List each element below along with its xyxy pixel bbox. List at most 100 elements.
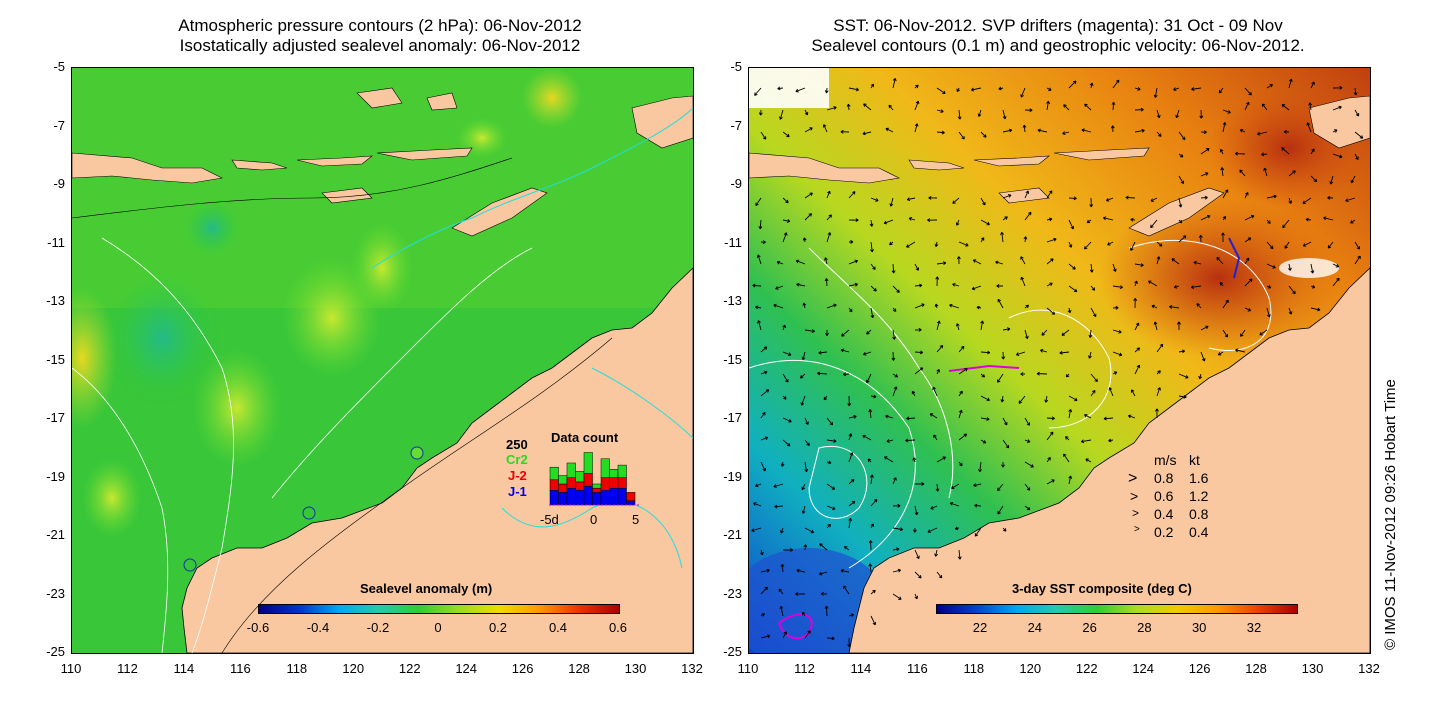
velocity-vector: [980, 439, 987, 444]
velocity-vector: [804, 417, 809, 425]
velocity-vector: [1244, 307, 1252, 312]
velocity-vector: [782, 631, 787, 639]
sumba-island: [321, 187, 373, 204]
velocity-vector: [1024, 461, 1034, 468]
data-count-bar-cr2: [592, 483, 602, 489]
velocity-arrow-icon: >: [1134, 524, 1140, 535]
left-map-title: Atmospheric pressure contours (2 hPa): 0…: [70, 16, 690, 56]
velocity-vector: [1130, 389, 1136, 397]
velocity-vector: [980, 373, 986, 378]
velocity-vector: [914, 593, 918, 600]
velocity-vector: [1134, 107, 1144, 112]
velocity-vector: [848, 414, 857, 419]
australia-landmass: [848, 267, 1370, 653]
legend-cr2: Cr2: [506, 452, 528, 467]
velocity-vector: [824, 278, 829, 287]
velocity-vector: [1219, 282, 1224, 287]
velocity-vector: [1178, 153, 1184, 158]
velocity-vector: [804, 213, 813, 221]
velocity-vector: [863, 103, 872, 111]
tide-gauge-marker[interactable]: [302, 506, 316, 520]
velocity-vector: [914, 482, 925, 486]
velocity-vector: [1084, 413, 1092, 419]
anomaly-low-patch: [182, 198, 242, 258]
tide-gauge-marker[interactable]: [183, 558, 197, 572]
velocity-vector: [1191, 87, 1202, 91]
velocity-vector: [782, 197, 789, 204]
velocity-vector: [1173, 87, 1180, 91]
velocity-vector: [936, 261, 947, 266]
velocity-vector: [1020, 276, 1026, 287]
sealevel-contour: [808, 446, 868, 519]
velocity-vector: [1134, 128, 1145, 133]
bathymetry-contour: [591, 367, 693, 439]
sealevel-colorbar: [258, 604, 620, 614]
velocity-vector: [1218, 87, 1224, 94]
velocity-vector: [843, 546, 850, 551]
velocity-vector: [1108, 438, 1114, 443]
velocity-vector: [754, 87, 762, 96]
data-count-bar-j2: [626, 492, 636, 502]
velocity-vector: [1345, 197, 1356, 203]
velocity-vector: [1200, 148, 1210, 155]
velocity-vector: [869, 219, 874, 227]
velocity-vector: [1112, 371, 1118, 375]
velocity-vector: [954, 526, 960, 531]
velocity-vector: [1178, 131, 1186, 141]
velocity-vector: [848, 259, 859, 265]
velocity-vector: [1046, 217, 1053, 222]
velocity-vector: [796, 568, 806, 573]
data-count-bar-cr2: [583, 452, 593, 474]
velocity-vector: [774, 504, 784, 509]
velocity-vector: [1288, 263, 1292, 271]
velocity-vector: [1310, 284, 1316, 289]
velocity-vector: [892, 547, 900, 552]
velocity-vector: [1178, 235, 1187, 243]
velocity-vector: [1068, 475, 1073, 485]
velocity-vector: [755, 305, 762, 310]
velocity-vector: [1327, 195, 1334, 200]
velocity-vector: [848, 433, 853, 441]
velocity-vector: [927, 527, 938, 533]
velocity-vector: [870, 263, 876, 270]
tide-gauge-marker[interactable]: [410, 446, 424, 460]
data-count-bar-j1: [609, 487, 619, 506]
velocity-vector: [777, 86, 784, 91]
data-count-title: Data count: [551, 430, 619, 445]
velocity-vector: [950, 483, 960, 489]
velocity-vector: [1024, 505, 1031, 511]
velocity-vector: [1036, 371, 1048, 376]
velocity-vector: [818, 350, 828, 355]
velocity-vector: [914, 84, 919, 89]
anomaly-high-patch: [522, 68, 582, 128]
velocity-vector: [1350, 175, 1356, 184]
velocity-legend-kt-value: 0.8: [1189, 506, 1209, 522]
velocity-vector: [1063, 453, 1070, 463]
velocity-vector: [862, 131, 872, 136]
velocity-vector: [958, 461, 963, 467]
velocity-vector: [1332, 105, 1342, 111]
velocity-vector: [1002, 327, 1011, 332]
velocity-vector: [1002, 439, 1010, 449]
velocity-vector: [934, 241, 939, 247]
velocity-vector: [1193, 260, 1202, 265]
velocity-vector: [1024, 439, 1031, 443]
velocity-vector: [870, 394, 877, 399]
velocity-vector: [1221, 232, 1225, 243]
velocity-vector: [1134, 322, 1140, 331]
velocity-vector: [1222, 122, 1227, 133]
data-count-bar-j2: [566, 477, 576, 489]
velocity-vector: [1108, 387, 1114, 397]
velocity-vector: [1178, 373, 1189, 379]
velocity-vector: [906, 241, 916, 248]
velocity-vector: [936, 109, 944, 113]
velocity-vector: [756, 254, 762, 265]
velocity-vector: [1244, 237, 1252, 243]
cloud-mask: [1279, 258, 1339, 278]
velocity-vector: [1288, 170, 1296, 177]
velocity-vector: [970, 87, 982, 92]
velocity-vector: [820, 591, 828, 596]
velocity-vector: [802, 237, 807, 243]
velocity-vector: [1068, 80, 1077, 89]
velocity-vector: [1002, 109, 1007, 120]
